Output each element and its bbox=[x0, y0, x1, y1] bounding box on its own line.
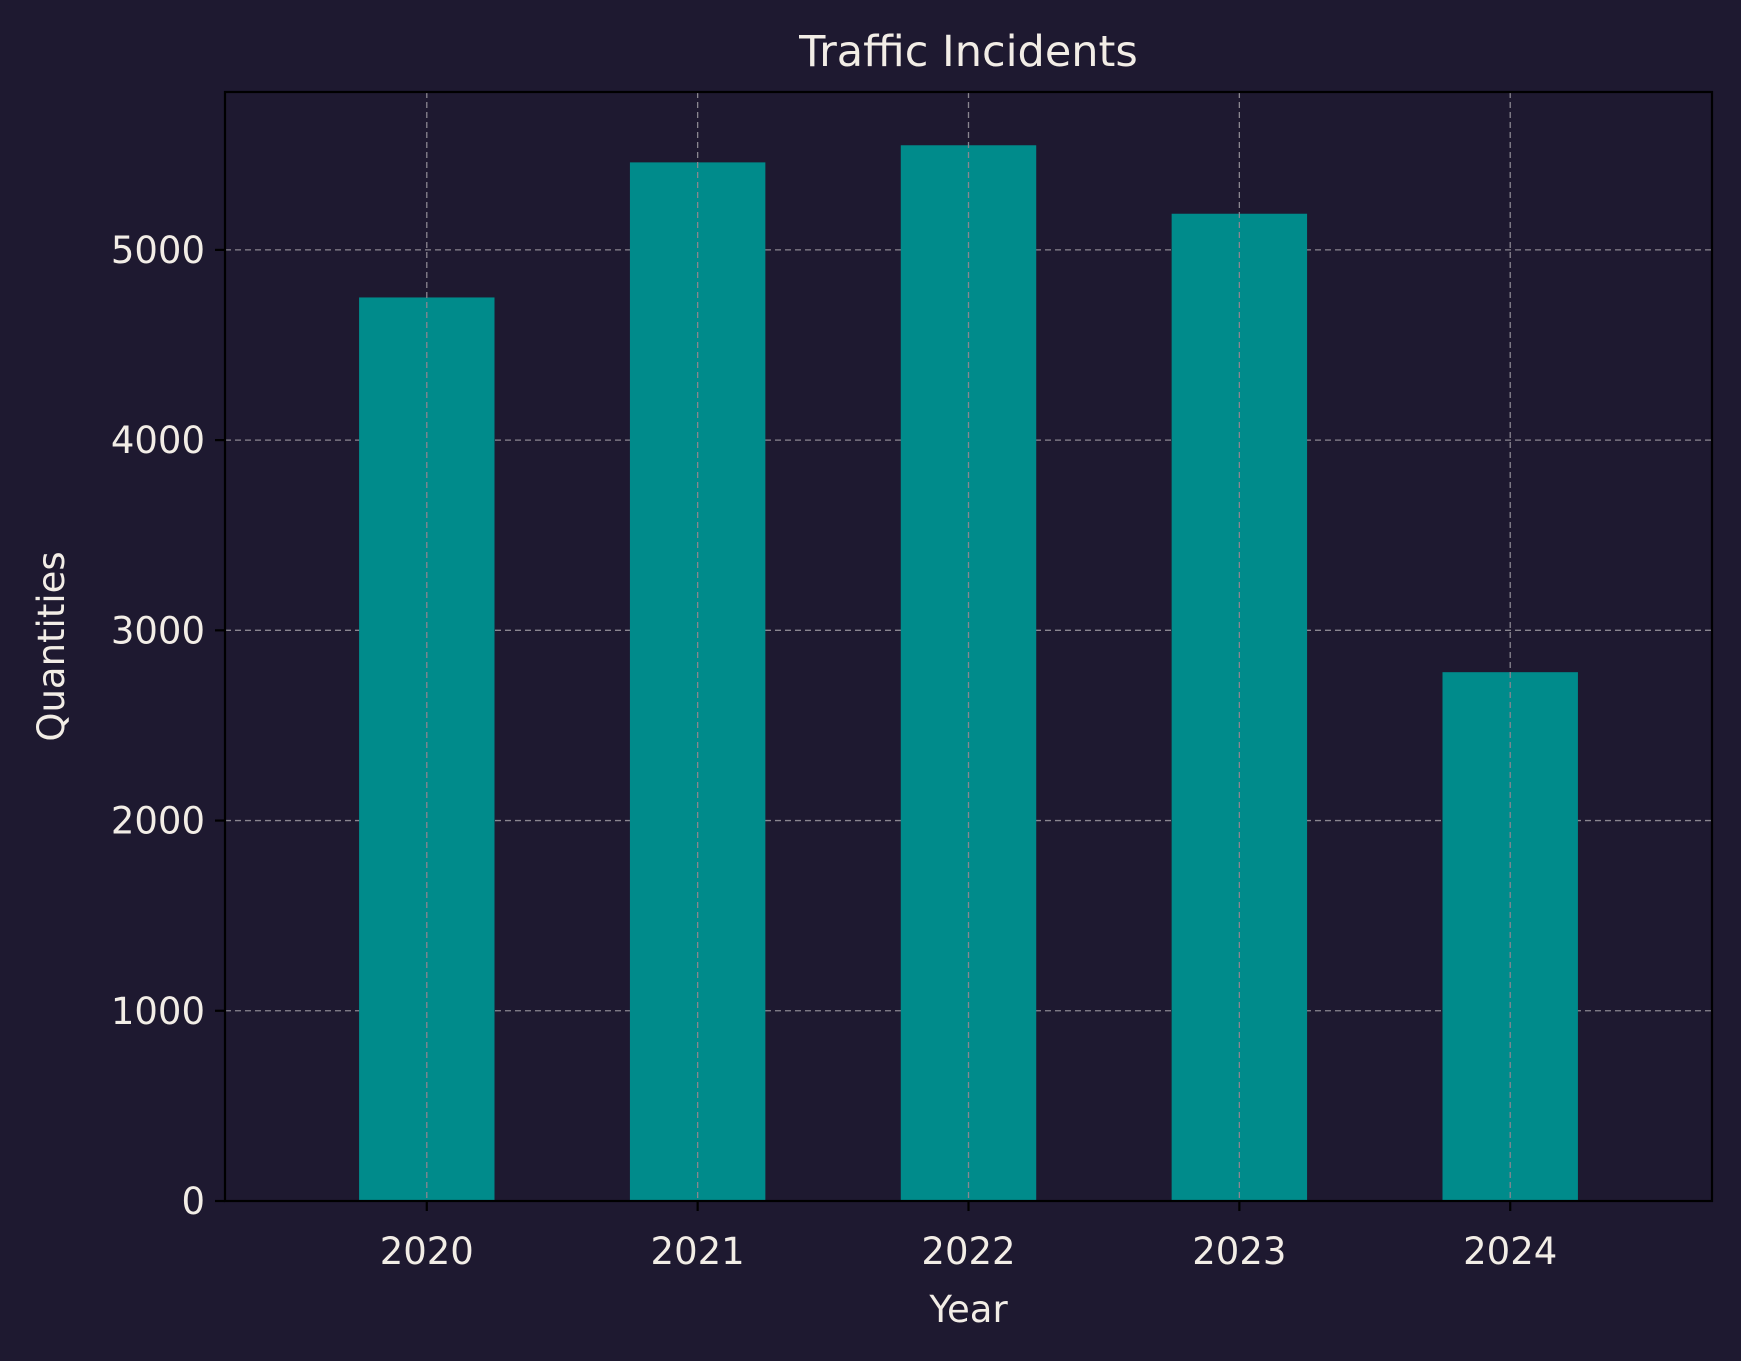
x-tick-label: 2020 bbox=[380, 1230, 474, 1273]
chart-title: Traffic Incidents bbox=[798, 27, 1138, 77]
bar-2020 bbox=[359, 297, 495, 1202]
ticks: 0 1000 2000 3000 4000 5000 2020 2021 2022 2023 202… bbox=[111, 229, 1557, 1273]
x-tick-label: 2023 bbox=[1192, 1230, 1286, 1273]
y-tick-label: 2000 bbox=[111, 800, 205, 843]
y-tick-label: 1000 bbox=[111, 990, 205, 1033]
vertical-grid-lines bbox=[426, 92, 1511, 1201]
y-tick-label: 0 bbox=[181, 1180, 205, 1223]
x-tick-label: 2024 bbox=[1463, 1230, 1557, 1273]
x-tick-label: 2022 bbox=[921, 1230, 1015, 1273]
x-tick-label: 2021 bbox=[651, 1230, 745, 1273]
y-tick-label: 4000 bbox=[111, 419, 205, 462]
x-axis-label: Year bbox=[928, 1288, 1008, 1331]
y-axis-label: Quantities bbox=[30, 551, 73, 741]
y-tick-label: 5000 bbox=[111, 229, 205, 272]
y-tick-label: 3000 bbox=[111, 609, 205, 652]
